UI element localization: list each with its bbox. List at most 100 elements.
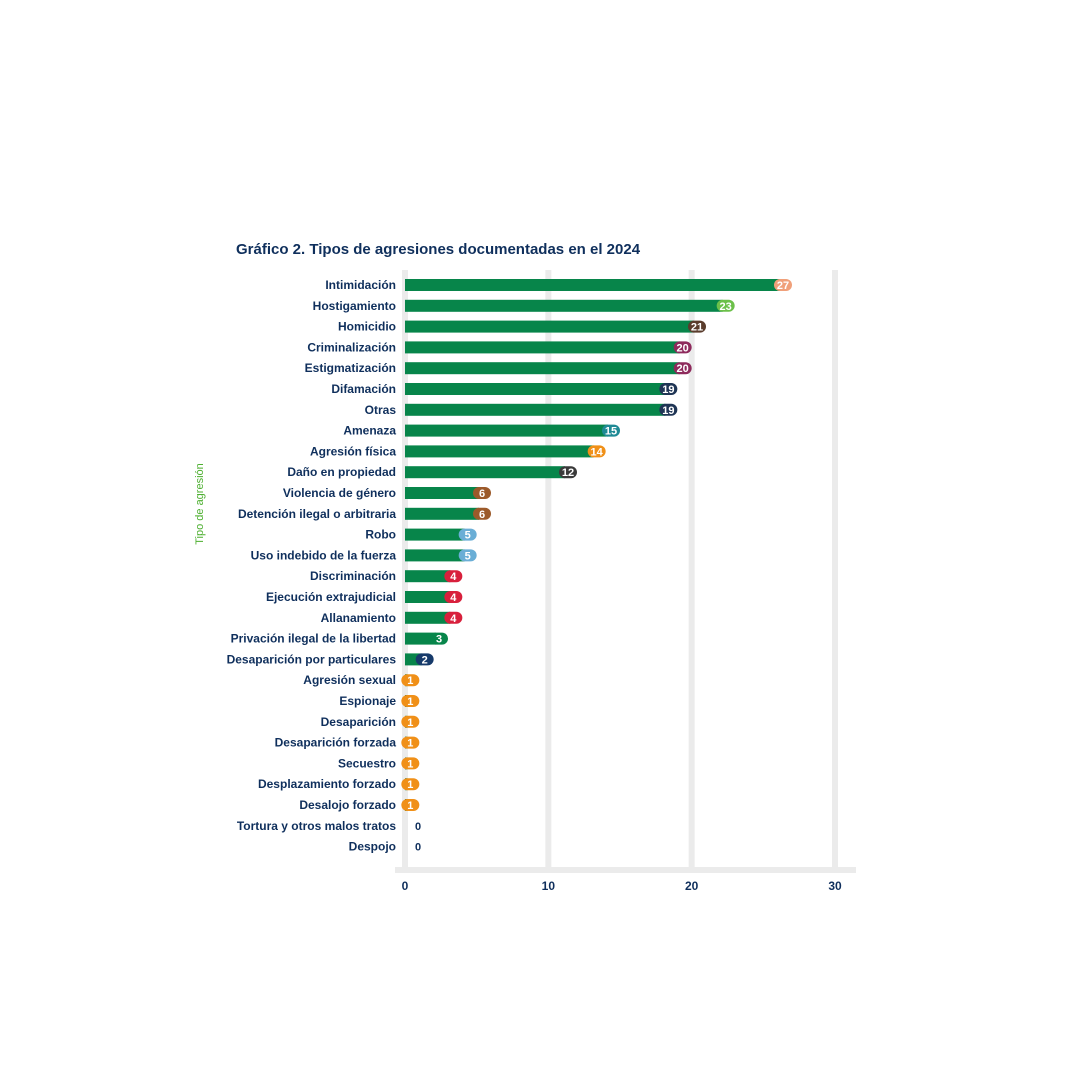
bar-cap bbox=[401, 757, 420, 770]
category-label: Otras bbox=[365, 403, 397, 417]
category-label: Detención ilegal o arbitraria bbox=[238, 507, 396, 521]
category-label: Desplazamiento forzado bbox=[258, 777, 396, 791]
gridline bbox=[832, 270, 838, 868]
value-label: 6 bbox=[479, 488, 485, 500]
bar bbox=[405, 570, 451, 583]
bar-cap bbox=[401, 736, 420, 749]
bar-cap bbox=[774, 279, 792, 291]
value-label: 5 bbox=[465, 550, 471, 562]
bar-cap bbox=[602, 424, 620, 437]
x-tick-label: 10 bbox=[542, 879, 556, 893]
bar-cap bbox=[401, 799, 420, 811]
value-label: 4 bbox=[450, 613, 457, 625]
bar bbox=[405, 549, 465, 562]
category-label: Agresión física bbox=[310, 444, 396, 458]
x-axis-line bbox=[395, 867, 856, 873]
bar-cap bbox=[587, 445, 606, 458]
category-label: Ejecución extrajudicial bbox=[266, 590, 396, 604]
value-label: 27 bbox=[777, 280, 789, 292]
bar bbox=[405, 362, 680, 375]
bar-cap bbox=[401, 695, 420, 707]
bar bbox=[405, 487, 479, 499]
value-label: 3 bbox=[436, 634, 442, 646]
bar-cap bbox=[659, 383, 678, 395]
category-label: Daño en propiedad bbox=[287, 465, 396, 479]
category-label: Privación ilegal de la libertad bbox=[231, 632, 396, 646]
bar-cap bbox=[673, 362, 692, 375]
bar bbox=[405, 528, 465, 541]
x-tick-label: 20 bbox=[685, 879, 699, 893]
value-label: 14 bbox=[591, 446, 604, 458]
bar bbox=[405, 424, 608, 437]
bar bbox=[405, 632, 436, 645]
bar bbox=[405, 445, 594, 458]
bar-cap bbox=[401, 778, 420, 791]
value-label: 19 bbox=[662, 384, 674, 396]
bar bbox=[405, 320, 694, 333]
x-tick-label: 0 bbox=[402, 879, 409, 893]
bar-cap bbox=[673, 341, 692, 354]
value-label: 20 bbox=[677, 342, 689, 354]
gridline bbox=[402, 270, 408, 868]
category-label: Hostigamiento bbox=[313, 299, 396, 313]
bar-cap bbox=[559, 466, 577, 479]
category-label: Agresión sexual bbox=[303, 673, 396, 687]
value-label: 1 bbox=[407, 779, 413, 791]
value-label: 6 bbox=[479, 509, 485, 521]
bar-cap bbox=[473, 507, 491, 520]
bar bbox=[405, 611, 451, 624]
value-label: 23 bbox=[720, 301, 732, 313]
value-label: 15 bbox=[605, 426, 617, 438]
bar-cap bbox=[444, 570, 463, 583]
bar-cap bbox=[716, 299, 735, 312]
category-label: Criminalización bbox=[307, 340, 396, 354]
bar-cap bbox=[458, 549, 477, 562]
chart-title: Gráfico 2. Tipos de agresiones documenta… bbox=[236, 241, 641, 258]
value-label: 1 bbox=[407, 696, 413, 708]
bar bbox=[405, 403, 666, 416]
value-label: 1 bbox=[407, 800, 413, 812]
bar-cap bbox=[444, 611, 463, 624]
category-label: Desalojo forzado bbox=[299, 798, 396, 812]
x-tick-label: 30 bbox=[828, 879, 842, 893]
value-label: 12 bbox=[562, 467, 574, 479]
bar-cap bbox=[401, 715, 420, 728]
bar-cap bbox=[688, 320, 706, 333]
value-label: 5 bbox=[465, 530, 471, 542]
bar-cap bbox=[401, 674, 420, 687]
category-label: Allanamiento bbox=[321, 611, 396, 625]
bar-cap bbox=[473, 487, 491, 499]
bar bbox=[405, 279, 780, 291]
category-label: Intimidación bbox=[325, 278, 396, 292]
value-label: 4 bbox=[450, 592, 457, 604]
value-label: 2 bbox=[422, 654, 428, 666]
value-label: 0 bbox=[415, 821, 421, 833]
bar-cap bbox=[415, 653, 434, 666]
bar bbox=[405, 507, 479, 520]
value-label: 1 bbox=[407, 717, 413, 729]
value-label: 19 bbox=[662, 405, 674, 417]
value-label: 1 bbox=[407, 738, 413, 750]
category-label: Discriminación bbox=[310, 569, 396, 583]
value-label: 1 bbox=[407, 758, 413, 770]
bar bbox=[405, 299, 723, 312]
value-label: 20 bbox=[677, 363, 689, 375]
gridline bbox=[688, 270, 695, 868]
category-label: Secuestro bbox=[338, 756, 396, 770]
category-label: Homicidio bbox=[338, 320, 396, 334]
bar-cap bbox=[458, 528, 477, 541]
category-label: Violencia de género bbox=[283, 486, 396, 500]
value-label: 1 bbox=[407, 675, 413, 687]
bar bbox=[405, 466, 565, 479]
bar-cap bbox=[430, 632, 448, 645]
category-label: Desaparición por particulares bbox=[227, 652, 397, 666]
bar bbox=[405, 591, 451, 603]
category-label: Estigmatización bbox=[305, 361, 396, 375]
value-label: 0 bbox=[415, 842, 421, 854]
category-label: Uso indebido de la fuerza bbox=[251, 548, 397, 562]
bar-cap bbox=[659, 403, 678, 416]
category-label: Desaparición bbox=[321, 715, 396, 729]
value-label: 4 bbox=[450, 571, 457, 583]
